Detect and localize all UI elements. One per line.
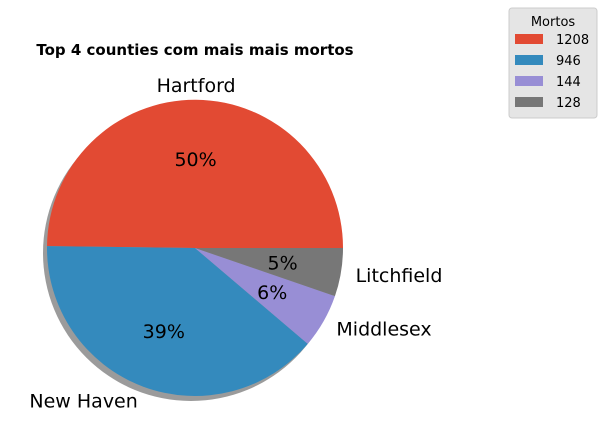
- chart-title: Top 4 counties com mais mais mortos: [36, 41, 353, 59]
- legend-label-128: 128: [556, 96, 581, 111]
- pie-slices: [46, 99, 344, 397]
- pie-slice-new-haven: [46, 246, 308, 397]
- legend-label-1208: 1208: [556, 33, 589, 48]
- percent-label-new-haven: 39%: [143, 321, 185, 343]
- category-labels: Hartford New Haven Middlesex Litchfield: [29, 75, 442, 412]
- legend-swatch-128: [515, 97, 543, 107]
- category-label-hartford: Hartford: [157, 75, 236, 97]
- legend-entries: 1208 946 144 128: [515, 33, 589, 111]
- category-label-litchfield: Litchfield: [356, 265, 443, 287]
- percent-label-middlesex: 6%: [257, 282, 287, 304]
- pie-slice-hartford: [47, 99, 344, 248]
- category-label-middlesex: Middlesex: [336, 319, 431, 341]
- pie-slice-litchfield: [195, 248, 343, 297]
- legend-swatch-144: [515, 76, 543, 86]
- legend-swatch-946: [515, 55, 543, 65]
- percent-label-litchfield: 5%: [268, 253, 298, 275]
- percent-label-hartford: 50%: [174, 149, 216, 171]
- pie-slice-middlesex: [195, 248, 335, 344]
- legend-label-946: 946: [556, 54, 581, 69]
- legend: Mortos 1208 946 144 128: [508, 7, 598, 119]
- legend-title: Mortos: [531, 15, 576, 30]
- category-label-new-haven: New Haven: [29, 390, 137, 412]
- percent-labels: 50% 39% 6% 5%: [143, 149, 298, 343]
- legend-label-144: 144: [556, 75, 581, 90]
- legend-swatch-1208: [515, 34, 543, 44]
